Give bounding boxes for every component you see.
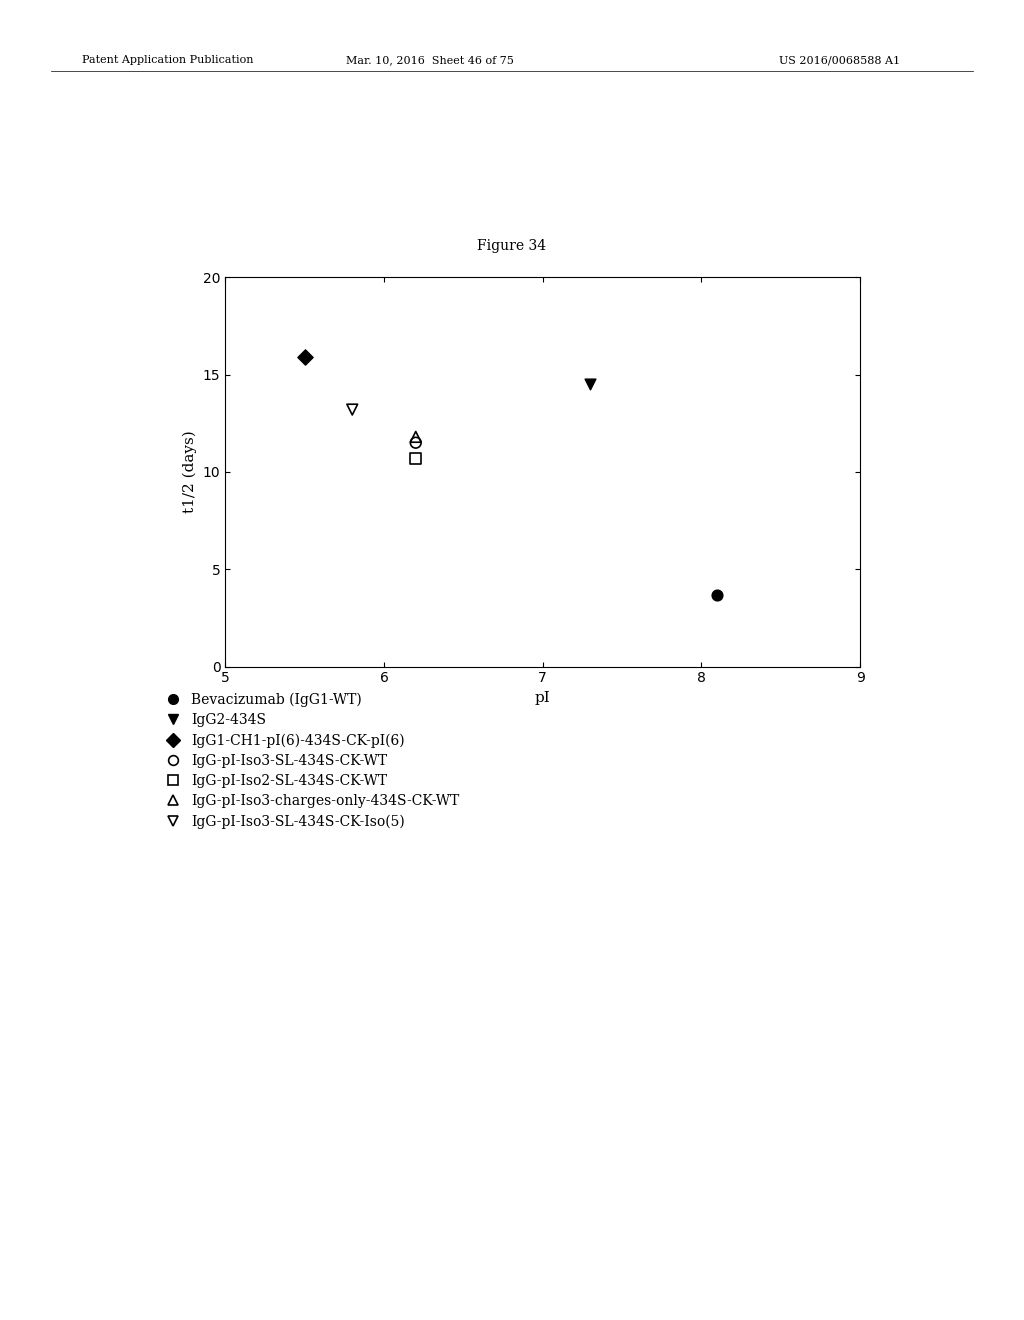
Text: Figure 34: Figure 34 — [477, 239, 547, 253]
Text: Patent Application Publication: Patent Application Publication — [82, 55, 253, 66]
Point — [408, 426, 424, 447]
Text: Mar. 10, 2016  Sheet 46 of 75: Mar. 10, 2016 Sheet 46 of 75 — [346, 55, 514, 66]
Legend: Bevacizumab (IgG1-WT), IgG2-434S, IgG1-CH1-pI(6)-434S-CK-pI(6), IgG-pI-Iso3-SL-4: Bevacizumab (IgG1-WT), IgG2-434S, IgG1-C… — [161, 686, 465, 834]
X-axis label: pI: pI — [535, 690, 551, 705]
Point — [297, 346, 313, 367]
Point — [709, 583, 725, 605]
Point — [408, 447, 424, 469]
Point — [408, 432, 424, 453]
Point — [344, 399, 360, 420]
Text: US 2016/0068588 A1: US 2016/0068588 A1 — [779, 55, 900, 66]
Y-axis label: t1/2 (days): t1/2 (days) — [183, 430, 198, 513]
Point — [582, 374, 598, 395]
